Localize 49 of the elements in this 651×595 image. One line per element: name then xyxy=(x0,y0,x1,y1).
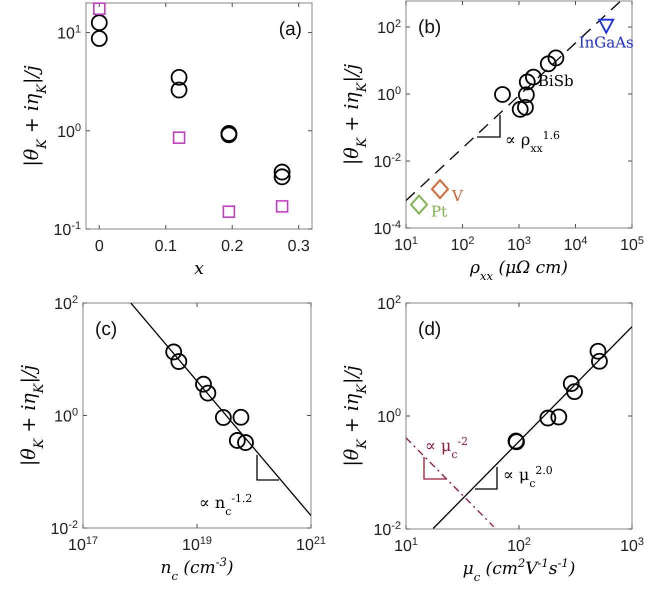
x-tick-label: 10$^{3}$ xyxy=(507,235,531,254)
y-tick-label: 10$^{0}$ xyxy=(377,85,401,104)
y-tick-label: 10$^{-2}$ xyxy=(374,520,401,539)
x-tick-label: 10$^{2}$ xyxy=(450,235,474,254)
x-tick-label: 0.3 xyxy=(288,238,310,255)
text: (b) xyxy=(418,17,442,38)
y-tick-label: 10$^{0}$ xyxy=(54,406,78,426)
series-label: V xyxy=(451,187,464,206)
y-tick-label: 10$^{1}$ xyxy=(57,24,81,43)
y-tick-label: 10$^{0}$ xyxy=(57,122,81,141)
x-axis-title: x xyxy=(194,259,204,279)
y-tick-label: 10$^{2}$ xyxy=(54,294,78,313)
point xyxy=(172,131,186,144)
point xyxy=(170,68,188,86)
point xyxy=(90,30,108,47)
y-tick-label: 10$^{-2}$ xyxy=(50,519,78,538)
text: (d) xyxy=(418,319,442,340)
x-axis-title: n$_{c}$ (cm$^{-3}$) xyxy=(160,555,234,583)
y-tick-label: 10$^{2}$ xyxy=(377,18,401,38)
point xyxy=(274,164,290,180)
x-tick-label: 0.2 xyxy=(221,238,244,255)
x-axis-title: ρ$_{xx}$ (μΩ cm) xyxy=(469,258,568,283)
x-tick-label: 10$^{5}$ xyxy=(620,235,644,254)
series-label: InGaAs xyxy=(578,34,634,52)
series-label: Pt xyxy=(431,202,448,221)
x-tick-label: 10$^{17}$ xyxy=(68,535,98,554)
point xyxy=(90,14,108,32)
x-tick-label: 10$^{1}$ xyxy=(394,536,418,555)
point xyxy=(170,82,188,98)
text: (c) xyxy=(95,319,118,340)
x-tick-label: 10$^{2}$ xyxy=(507,536,531,555)
text: μ$_{c}$ (cm$^{2}$V$^{-1}$s$^{-1}$) xyxy=(462,556,576,584)
x-tick-label: 0.1 xyxy=(154,238,177,255)
x-tick-label: 0 xyxy=(94,238,104,255)
y-tick-label: 10$^{-4}$ xyxy=(374,219,401,238)
point xyxy=(276,200,288,213)
x-tick-label: 10$^{1}$ xyxy=(394,235,418,254)
point xyxy=(222,205,236,218)
x-tick-label: 10$^{19}$ xyxy=(182,535,212,554)
x-tick-label: 10$^{21}$ xyxy=(296,535,326,554)
x-tick-label: 10$^{3}$ xyxy=(620,536,644,555)
point xyxy=(93,2,106,15)
text: (a) xyxy=(278,19,302,40)
y-tick-label: 10$^{0}$ xyxy=(377,407,401,426)
point xyxy=(274,168,290,186)
y-tick-label: 10$^{-1}$ xyxy=(54,220,81,239)
y-tick-label: 10$^{2}$ xyxy=(377,294,401,313)
y-tick-label: 10$^{-2}$ xyxy=(374,152,401,172)
x-tick-label: 10$^{4}$ xyxy=(564,235,588,254)
